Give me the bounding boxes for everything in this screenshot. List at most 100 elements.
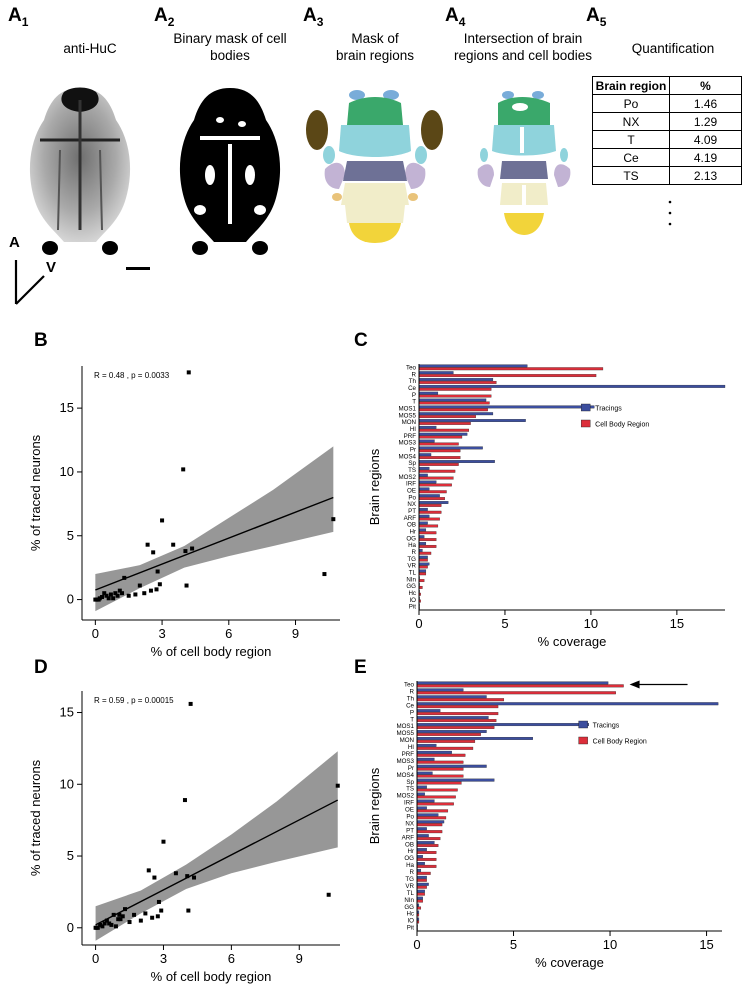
bar [418,507,428,511]
y-tick-label: Ha [406,862,414,869]
bar [416,719,497,723]
bar [416,781,462,785]
y-tick-label: Po [408,494,416,501]
y-tick-label: R [412,549,417,556]
x-tick-label: 9 [292,626,299,641]
y-tick-label: Pr [408,765,414,772]
bar [418,435,463,439]
bar [418,473,428,477]
data-point [106,596,111,601]
y-tick-label: MON [402,419,416,426]
data-point [120,914,125,919]
y-tick-label: OG [404,855,414,862]
y-tick-label: PT [406,827,414,834]
bar [418,548,423,552]
bar [416,813,439,817]
axis-label-anterior: A [9,234,20,251]
y-tick-label: ARF [402,834,415,841]
x-tick-label: 0 [92,951,99,966]
data-point [150,915,155,920]
x-tick-label: 0 [415,616,422,631]
regression-line [95,799,339,926]
y-tick-label: Teo [404,682,415,689]
data-point [173,871,178,876]
bar [416,816,447,820]
bar [418,487,430,491]
bar [418,569,427,573]
bar [418,469,456,473]
y-tick-label: TL [409,569,417,576]
bar [418,439,435,443]
y-tick-label: Po [406,814,414,821]
x-tick-label: 15 [670,616,684,631]
x-tick-label: 5 [501,616,508,631]
bar [418,412,494,416]
y-tick-label: NIn [406,576,416,583]
bar [416,760,464,764]
y-tick-label: MOS4 [398,453,416,460]
bar [418,542,427,545]
bar [418,391,439,395]
bar [416,837,441,841]
bar [418,466,430,470]
bar [416,712,499,716]
bar [418,476,454,480]
bar [416,695,487,699]
data-point [154,587,159,592]
bar [418,460,495,463]
bar [416,698,505,702]
bar [416,823,443,827]
bar [418,480,437,484]
bar [418,405,595,409]
bar [418,565,428,569]
y-tick-label: R [412,371,417,378]
bar [416,746,474,750]
bar [416,684,624,688]
bar [416,799,435,803]
y-tick-label: Hr [407,848,414,855]
bar [418,497,445,501]
bar [416,802,454,806]
y-tick-label: 0 [67,920,74,935]
data-point [113,924,118,929]
bar [416,875,427,879]
legend-swatch [578,736,588,745]
quantification-table: Brain region % Po 1.46 NX 1.29 T 4.09 Ce 4.1… [592,76,742,185]
scatter-chart-b: 0 3 6 9 0 5 10 15 % of cell body region % of trac… [28,366,340,659]
y-tick-label: Ce [408,385,416,392]
bar [416,906,422,910]
y-tick-label: MOS5 [398,412,416,419]
table-header: % [669,76,742,95]
y-tick-label: 5 [67,528,74,543]
data-point [142,591,147,596]
bar [416,739,476,743]
data-point [138,918,143,923]
data-point [148,588,153,593]
bar [416,726,495,729]
data-point [155,569,160,574]
data-point [116,917,121,922]
bar [416,809,449,813]
correlation-annotation: R = 0.59 , p = 0.00015 [94,696,174,705]
correlation-annotation: R = 0.48 , p = 0.0033 [94,371,170,380]
data-point [183,549,188,554]
data-point [186,908,191,913]
y-tick-label: NX [407,501,416,508]
bar [416,750,452,754]
bar [418,380,497,384]
x-axis-title: % of cell body region [151,644,272,659]
y-tick-label: OB [407,522,416,529]
bar [416,795,456,799]
data-point [107,921,112,926]
data-point [117,588,122,593]
data-point [182,798,187,803]
highlight-arrowhead-icon [629,680,640,689]
bar [416,857,437,861]
bar [416,841,435,845]
bar [418,415,476,419]
panel-label-a1: A1 [8,5,29,29]
y-tick-label: Hr [409,528,416,535]
data-point [157,582,162,587]
panel-label-a3: A3 [303,5,324,29]
data-point [137,583,142,588]
